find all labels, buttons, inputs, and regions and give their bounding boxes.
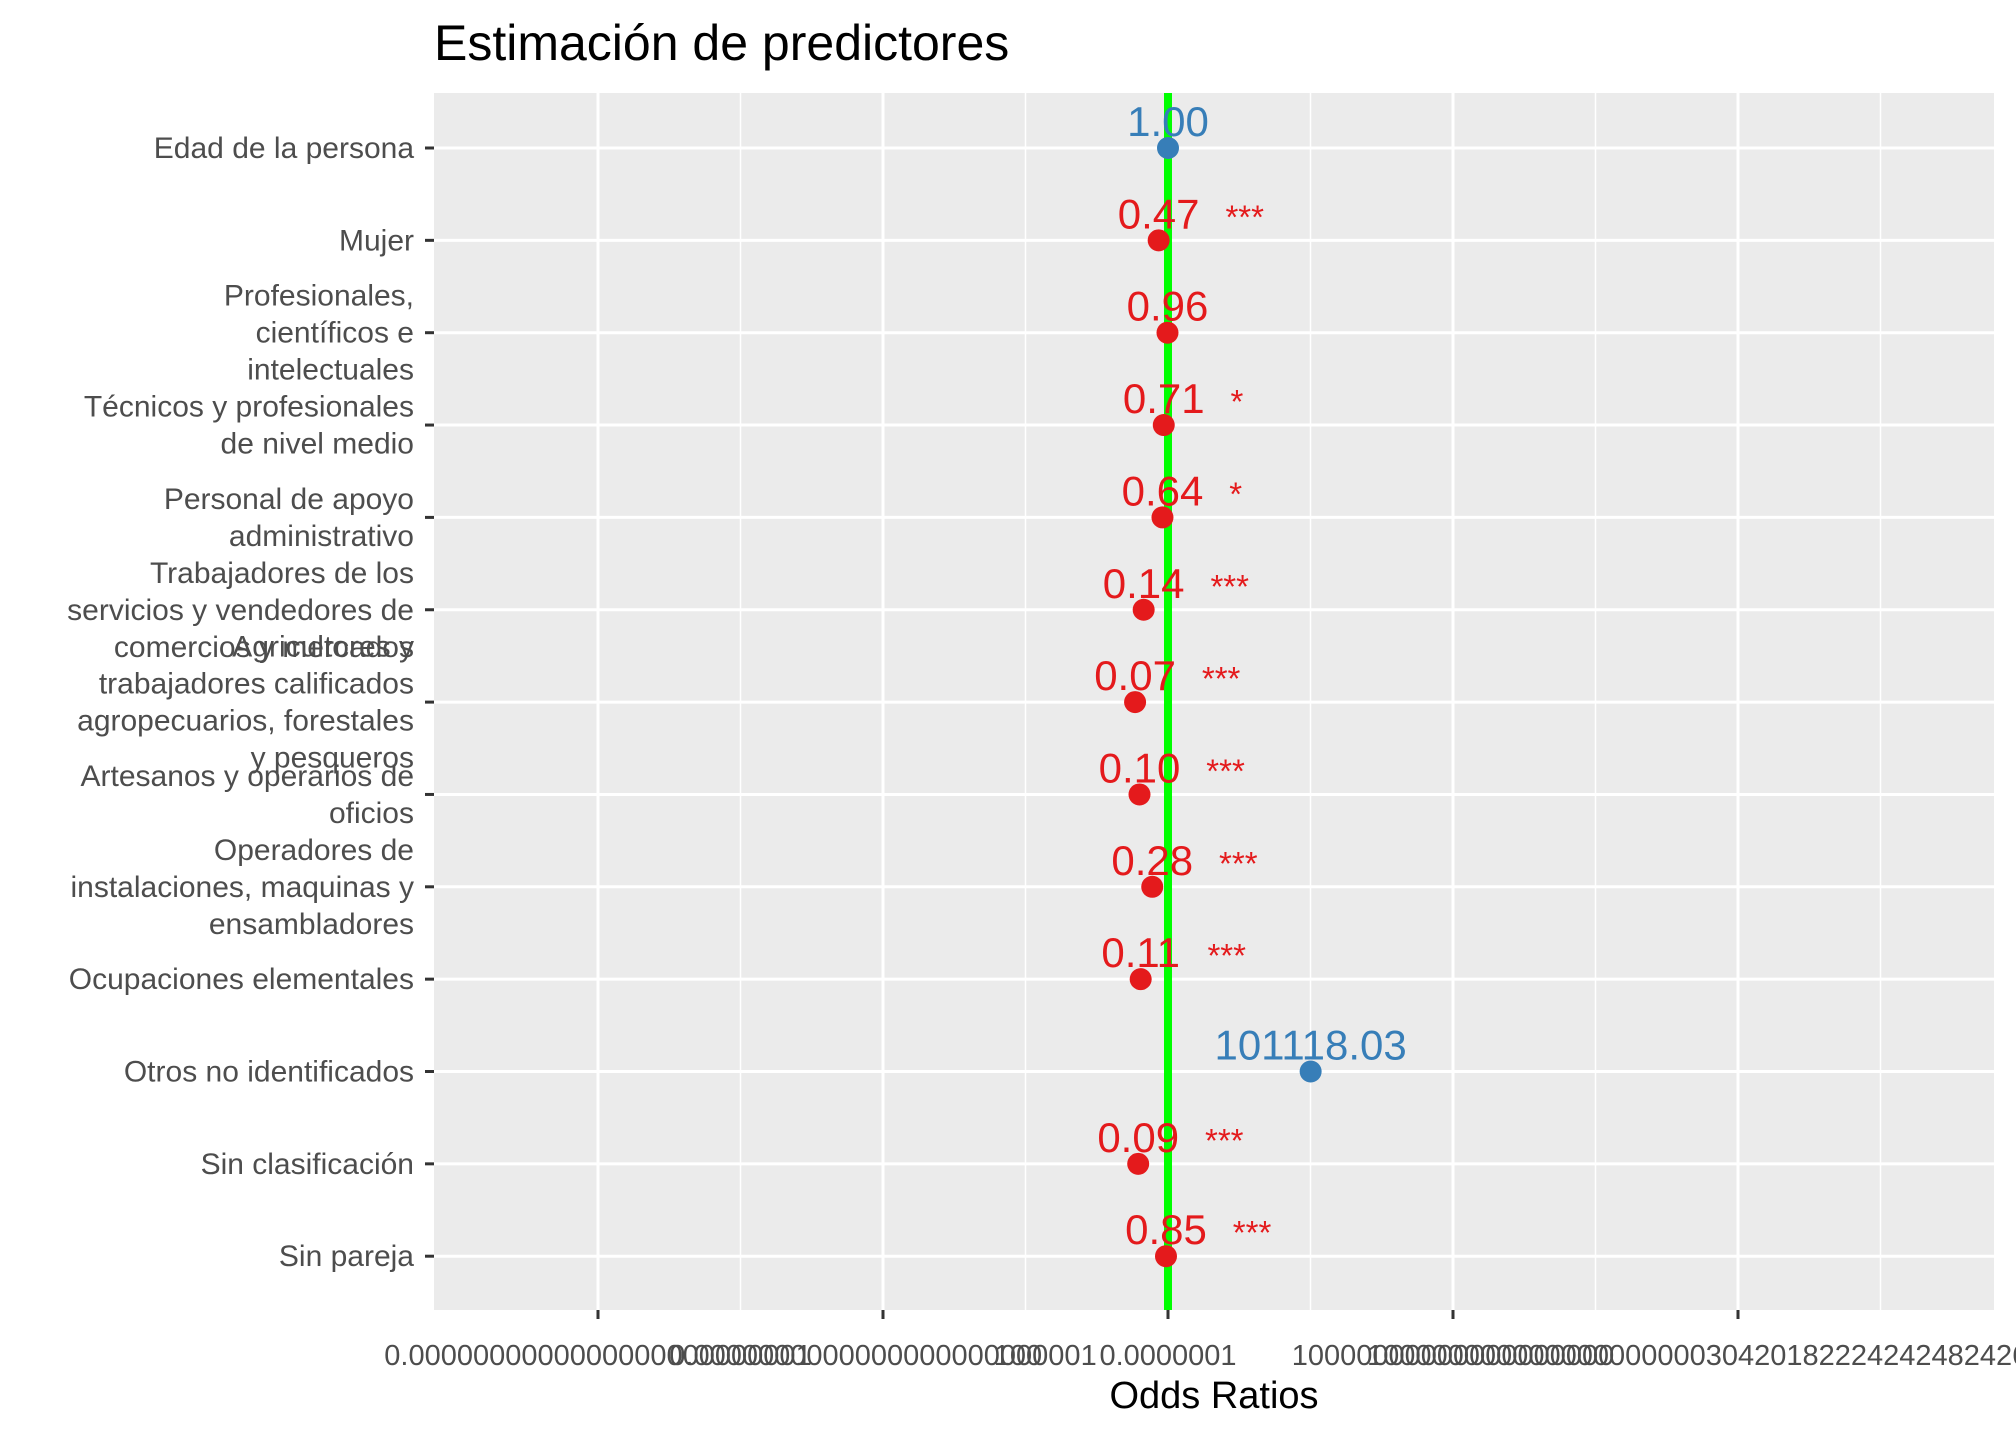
gridlines [434,93,1994,1310]
x-tick-label: 0.0000000000000000000000001 [384,1340,811,1372]
data-label: 0.11 [1101,929,1180,976]
x-tick-label: 100 [994,1340,1042,1372]
significance-label: *** [1206,752,1245,789]
data-label: 0.47 [1118,190,1200,237]
data-point [1151,506,1174,529]
y-tick-label: Artesanos y operarios de oficios [80,760,414,830]
data-label: 0.14 [1103,560,1185,607]
x-axis-title: Odds Ratios [1109,1375,1318,1417]
data-label: 1.00 [1127,98,1209,145]
data-point [1129,968,1152,991]
data-label: 0.07 [1094,652,1176,699]
data-point [1156,321,1179,344]
x-tick-label: 0.0000001 [1099,1340,1236,1372]
y-tick-label: Sin clasificación [201,1148,414,1181]
data-point [1147,229,1170,252]
y-axis: Edad de la persona Mujer Profesionales, cie… [67,132,434,1273]
data-point [1124,691,1147,714]
y-tick-label: Ocupaciones elementales [69,963,414,996]
data-point [1141,875,1164,898]
chart-title: Estimación de predictores [434,15,1009,71]
data-point [1152,414,1175,437]
data-point [1157,137,1179,159]
significance-label: * [1229,475,1242,512]
significance-label: *** [1233,1214,1272,1251]
y-tick-label: Operadores de instalaciones, maquinas y en… [70,834,414,941]
data-point [1154,1245,1177,1268]
data-point [1299,1060,1322,1083]
significance-label: *** [1210,568,1249,605]
x-tick-label: 10000000000000000000 [1292,1340,1615,1372]
significance-label: * [1231,383,1244,420]
y-tick-label: Personal de apoyo administrativo [164,483,414,553]
x-tick-label: 0.0000000000000000000000001 [669,1340,1096,1372]
significance-label: *** [1219,845,1258,882]
data-label: 0.09 [1097,1114,1179,1161]
data-point [1127,1152,1150,1175]
data-label: 0.10 [1099,744,1181,791]
significance-label: *** [1225,198,1264,235]
x-tick-label: 1000000000000000000003042018222424248242… [1367,1340,2016,1372]
y-tick-label: Edad de la persona [154,132,415,165]
data-label: 0.96 [1127,283,1209,330]
y-tick-label: Agricultores y trabajadores calificados ag… [77,631,414,775]
y-tick-label: Mujer [339,224,414,257]
significance-label: *** [1207,937,1246,974]
data-label: 0.28 [1111,837,1193,884]
data-points: 1.00 0.47 *** 0.96 0.71 * 0.64 * 0.14 *** 0.07 *** 0… [1094,98,1407,1268]
data-point [1132,598,1155,621]
x-axis: 0.00000000000000000000000010.00000000000… [384,1310,2016,1372]
data-point [1128,783,1151,806]
y-tick-label: Sin pareja [279,1240,414,1273]
significance-label: *** [1202,660,1241,697]
y-tick-label: Trabajadores de los servicios y vendedore… [67,557,414,664]
y-tick-label: Técnicos y profesionales de nivel medio [84,391,414,461]
data-label: 0.71 [1123,375,1205,422]
data-label: 0.85 [1125,1206,1207,1253]
data-label: 101118.03 [1214,1022,1406,1069]
y-tick-label: Otros no identificados [124,1056,414,1089]
y-tick-label: Profesionales, científicos e intelectuales [224,280,414,387]
data-label: 0.64 [1122,467,1204,514]
significance-label: *** [1205,1122,1244,1159]
